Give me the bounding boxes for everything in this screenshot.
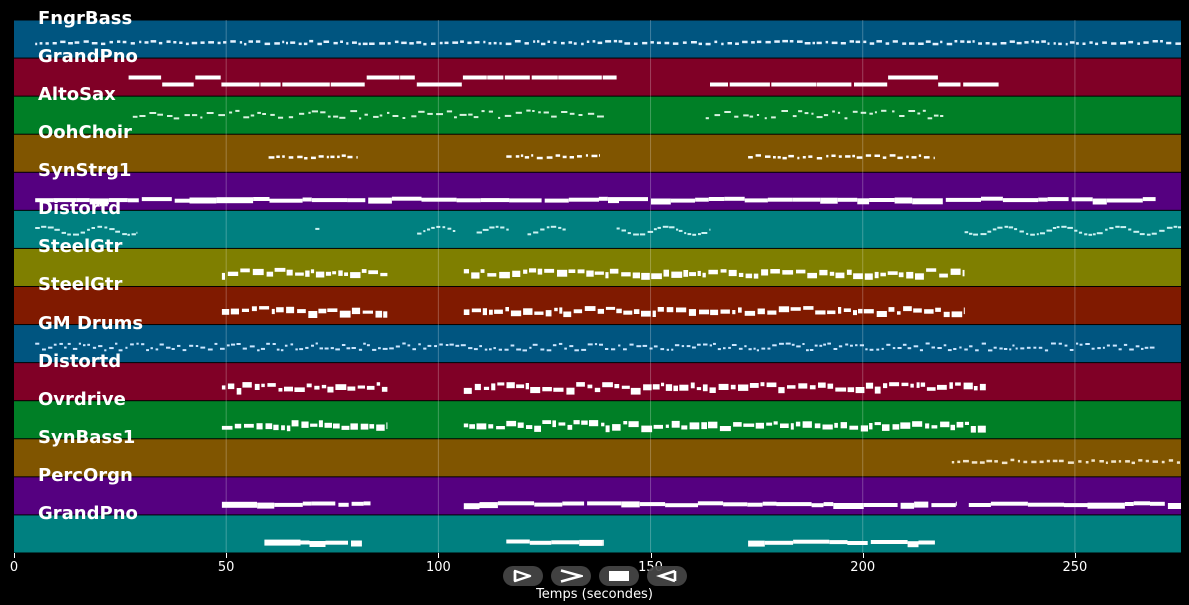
track-notes-3 — [268, 154, 935, 160]
track-notes-7 — [221, 306, 965, 318]
tick-label: 100 — [425, 560, 451, 575]
tick-mark — [14, 553, 15, 558]
track-notes-10 — [221, 420, 986, 433]
track-label: FngrBass — [38, 8, 133, 29]
track-lane-9 — [14, 363, 1181, 401]
track-notes-6 — [221, 267, 965, 280]
track-notes-4 — [35, 196, 1156, 205]
play-button[interactable] — [551, 566, 591, 586]
stop-button[interactable] — [599, 566, 639, 586]
play-icon — [559, 569, 583, 583]
track-lane-12 — [14, 477, 1181, 515]
stop-icon — [607, 569, 631, 583]
track-lane-3 — [14, 134, 1181, 172]
track-lane-7 — [14, 286, 1181, 325]
tick-mark — [650, 553, 652, 558]
track-lane-4 — [14, 172, 1181, 210]
skip-start-icon — [512, 569, 534, 583]
track-label: Distortd — [38, 198, 122, 220]
track-label: SteelGtr — [38, 274, 123, 296]
track-notes-5 — [35, 225, 1181, 236]
time-axis-label: Temps (secondes) — [536, 587, 653, 602]
track-notes-11 — [951, 458, 1180, 465]
track-label: GM Drums — [38, 312, 144, 334]
track-lane-13 — [14, 515, 1181, 553]
track-notes-0 — [35, 39, 1181, 46]
transport-controls — [503, 566, 688, 586]
track-label: Distortd — [38, 350, 122, 372]
tick-label: 0 — [9, 560, 19, 575]
rewind-icon — [656, 569, 678, 583]
track-notes-13 — [264, 539, 935, 548]
tick-mark — [226, 553, 228, 558]
tick-label: 50 — [217, 560, 235, 575]
track-notes-8 — [35, 342, 1155, 352]
track-lane-8 — [14, 325, 1181, 363]
track-lane-2 — [14, 96, 1181, 134]
track-notes-9 — [221, 382, 986, 395]
track-notes-2 — [132, 109, 944, 120]
track-label: GrandPno — [38, 46, 138, 68]
track-lane-10 — [14, 401, 1181, 439]
track-lane-11 — [14, 439, 1181, 477]
track-label: OohChoir — [38, 122, 132, 144]
tick-label: 250 — [1062, 560, 1088, 575]
track-lane-5 — [14, 210, 1181, 248]
track-label: SynStrg1 — [38, 160, 132, 182]
track-label: SteelGtr — [38, 236, 123, 258]
tick-label: 200 — [850, 560, 876, 575]
tick-mark — [1074, 553, 1076, 558]
rewind-button[interactable] — [647, 566, 687, 586]
tick-mark — [862, 553, 864, 558]
track-lane-6 — [14, 248, 1181, 286]
skip-start-button[interactable] — [503, 566, 543, 586]
track-label: AltoSax — [38, 84, 116, 106]
track-label: PercOrgn — [38, 464, 133, 486]
track-label: GrandPno — [38, 502, 138, 524]
track-lane-0 — [14, 20, 1181, 58]
track-label: Ovrdrive — [38, 388, 126, 410]
track-notes-1 — [128, 75, 999, 87]
track-lanes — [14, 20, 1181, 553]
tick-mark — [438, 553, 440, 558]
track-notes-12 — [221, 501, 1181, 510]
track-label: SynBass1 — [38, 426, 136, 448]
